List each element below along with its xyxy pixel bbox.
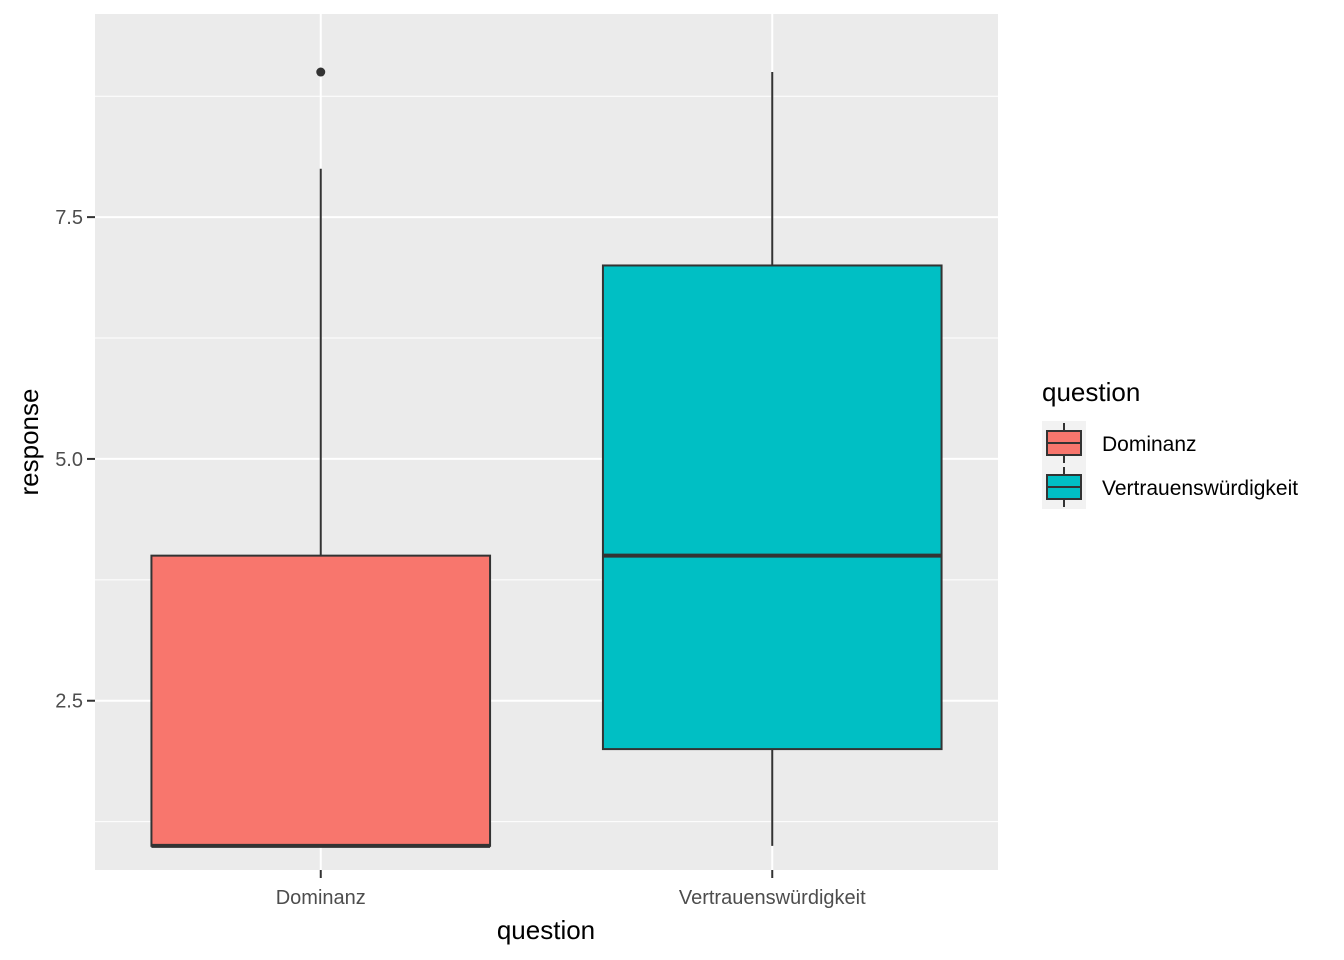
legend-label: Dominanz bbox=[1102, 433, 1197, 456]
legend-label: Vertrauenswürdigkeit bbox=[1102, 477, 1298, 500]
boxes-layer bbox=[150, 67, 943, 848]
outlier-point bbox=[316, 67, 326, 77]
y-tick-label: 7.5 bbox=[55, 207, 83, 229]
x-tick-label: Vertrauenswürdigkeit bbox=[679, 887, 866, 909]
legend: question Dominanz Vertrauenswürdigkeit bbox=[1042, 377, 1298, 509]
legend-item: Vertrauenswürdigkeit bbox=[1042, 465, 1298, 509]
box-dominanz bbox=[150, 67, 492, 848]
legend-title: question bbox=[1042, 377, 1140, 407]
x-tick-label: Dominanz bbox=[276, 887, 366, 909]
box-vertrauenswürdigkeit bbox=[601, 72, 943, 846]
x-axis: Dominanz Vertrauenswürdigkeit bbox=[276, 870, 866, 909]
y-tick-label: 5.0 bbox=[55, 449, 83, 471]
y-axis-title: response bbox=[14, 389, 44, 496]
y-tick-label: 2.5 bbox=[55, 691, 83, 713]
box-body bbox=[601, 264, 943, 751]
box-body bbox=[150, 554, 492, 847]
y-axis: 2.5 5.0 7.5 bbox=[55, 207, 95, 713]
x-axis-title: question bbox=[497, 915, 595, 945]
legend-item: Dominanz bbox=[1042, 421, 1197, 465]
